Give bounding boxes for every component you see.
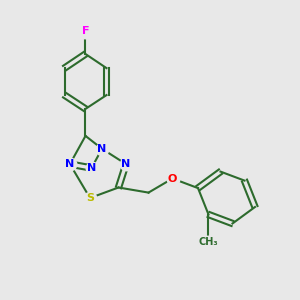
Text: N: N <box>87 163 96 173</box>
Text: O: O <box>168 173 177 184</box>
Text: S: S <box>86 193 94 203</box>
Text: N: N <box>98 144 106 154</box>
Text: F: F <box>82 26 89 37</box>
Text: N: N <box>122 159 130 169</box>
Text: CH₃: CH₃ <box>199 237 218 247</box>
Text: N: N <box>65 159 74 169</box>
